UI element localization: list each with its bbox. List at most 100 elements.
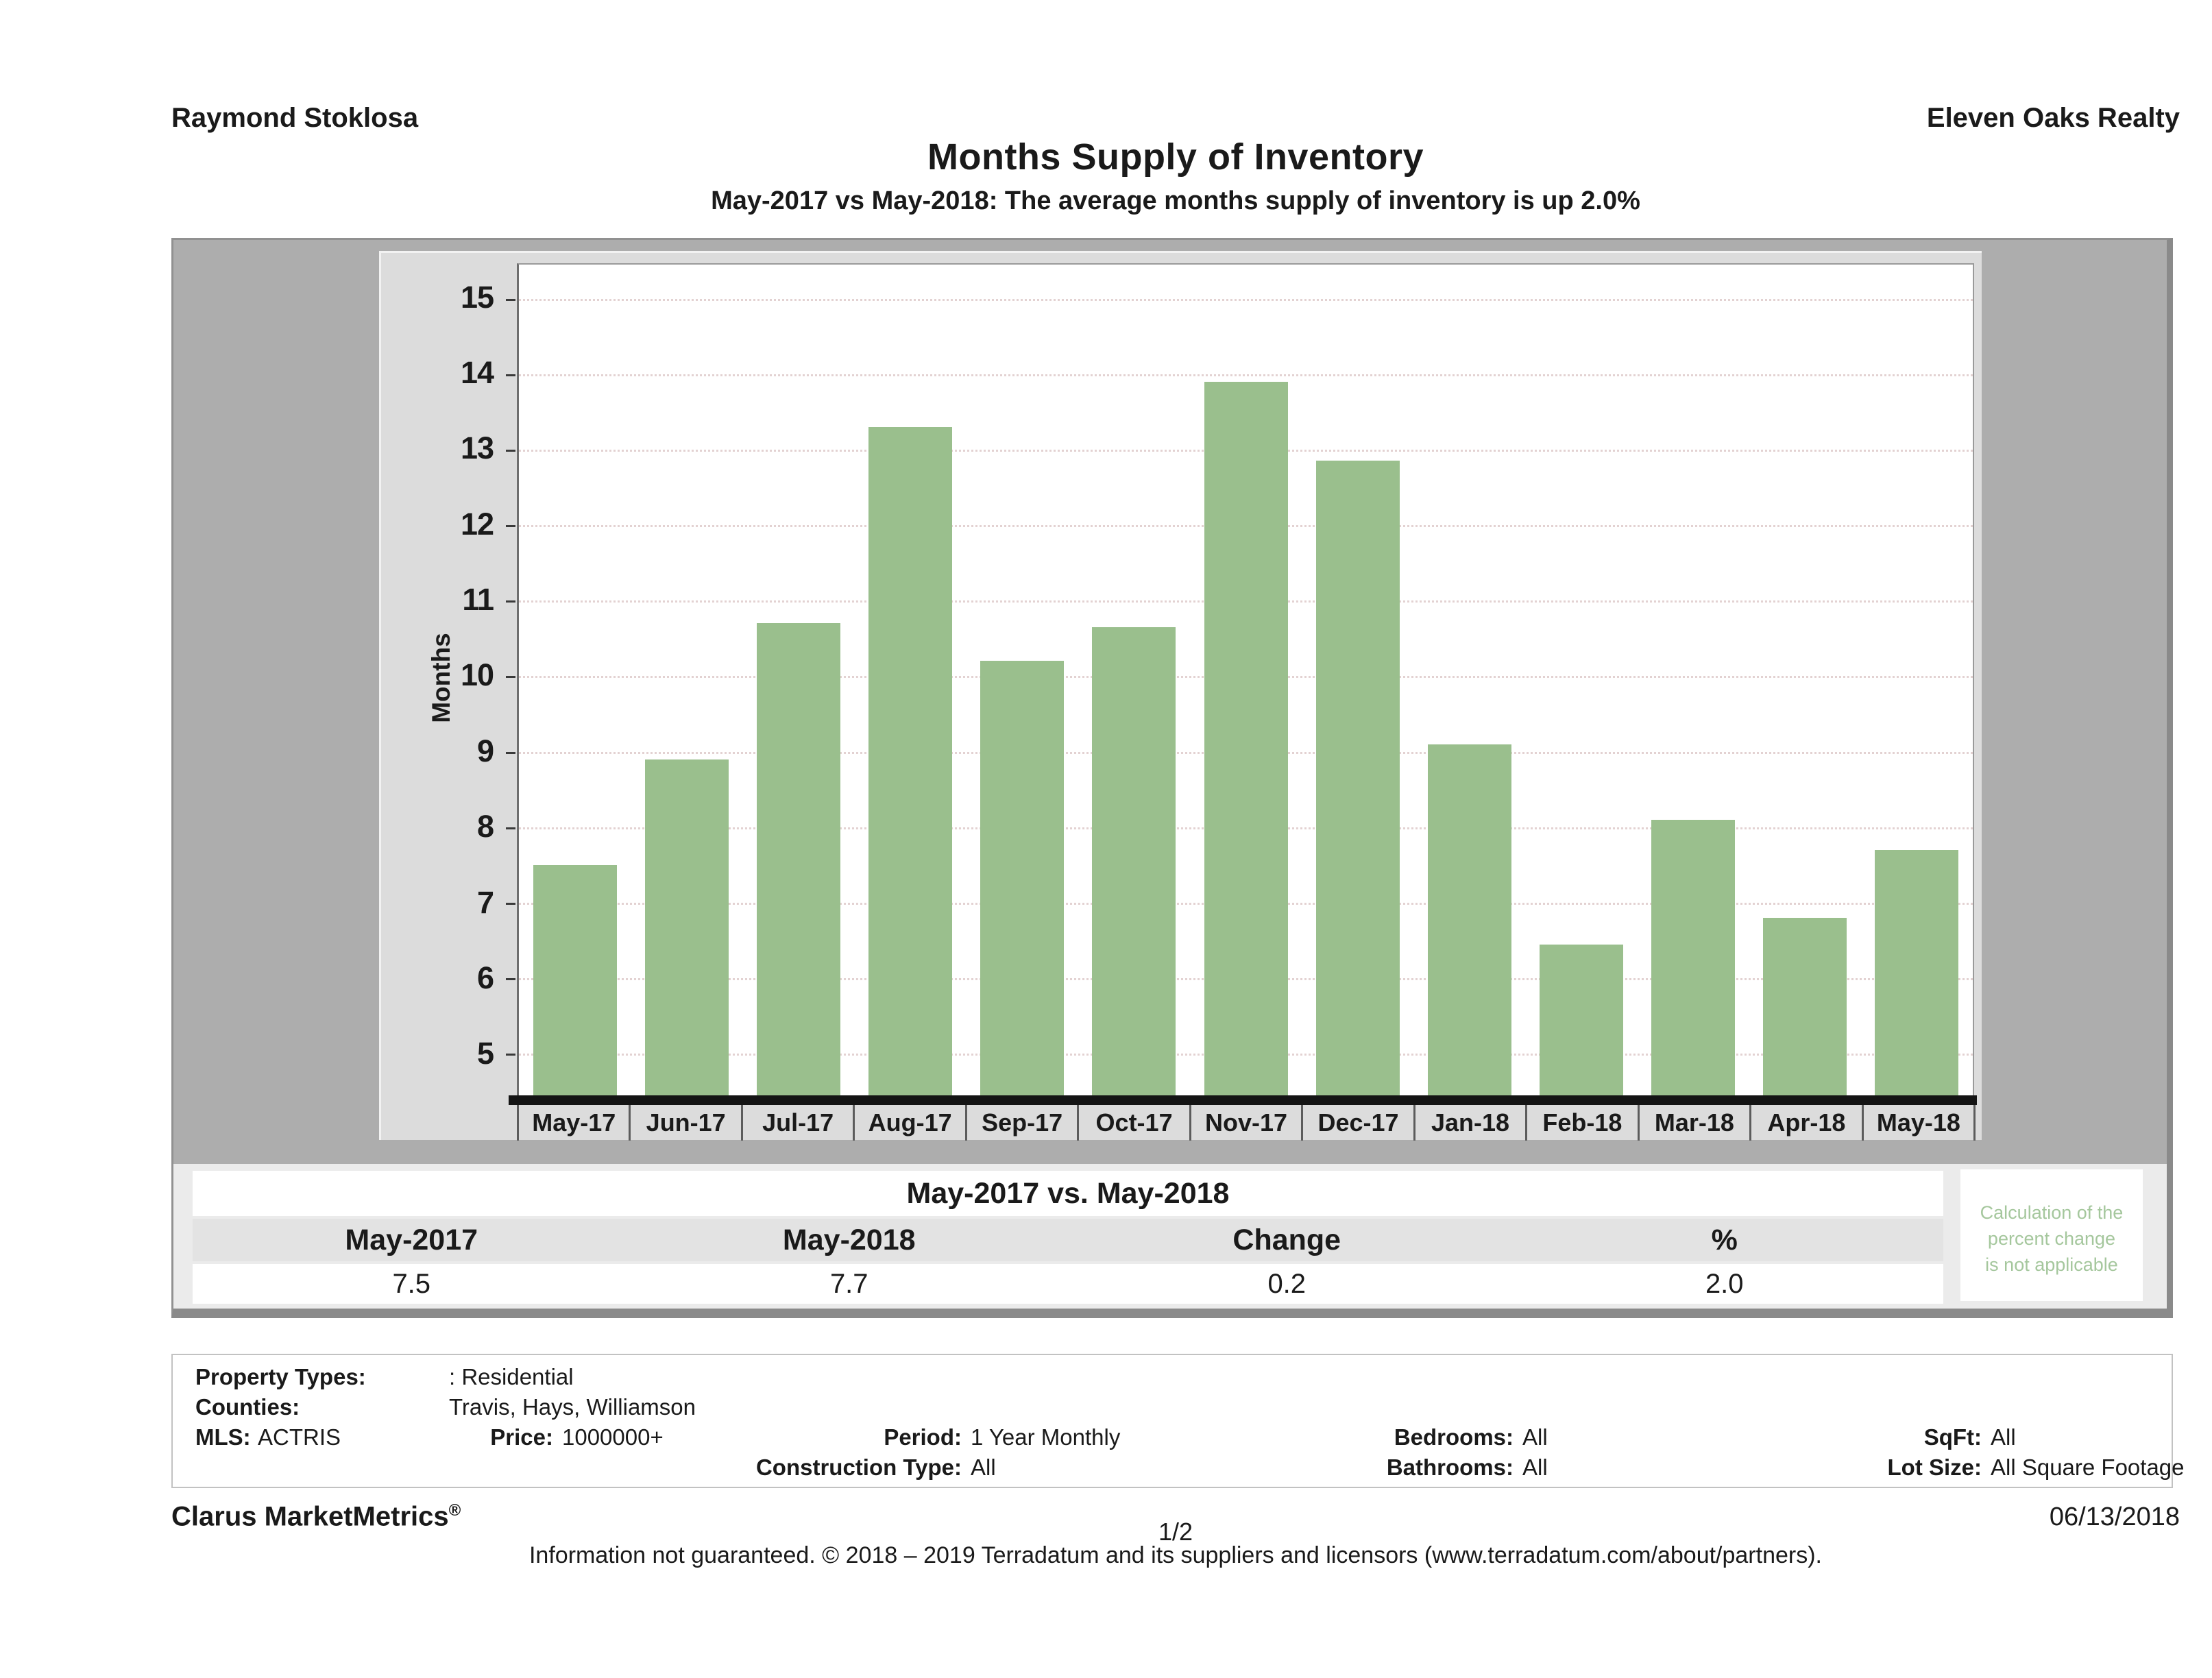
counties-value: Travis, Hays, Williamson [449, 1394, 696, 1420]
bar-Jan-18 [1427, 744, 1511, 1095]
x-axis-label-Sep-17: Sep-17 [964, 1105, 1077, 1141]
bar-Apr-18 [1763, 918, 1847, 1095]
gridline-14 [506, 374, 1973, 376]
bar-slot-May-17 [519, 265, 631, 1095]
x-axis-label-Jan-18: Jan-18 [1413, 1105, 1525, 1141]
mls-value: ACTRIS [258, 1424, 341, 1450]
table-header-May-2018: May-2018 [782, 1223, 916, 1256]
bar-slot-Oct-17 [1078, 265, 1190, 1095]
y-tick-label-13: 13 [460, 430, 494, 466]
period-value: 1 Year Monthly [971, 1424, 1121, 1450]
comparison-table-values: 7.5 7.7 0.2 2.0 [193, 1264, 1943, 1304]
report-date: 06/13/2018 [2049, 1503, 2180, 1531]
bar-slot-Aug-17 [854, 265, 966, 1095]
x-axis-label-Apr-18: Apr-18 [1749, 1105, 1861, 1141]
x-axis-labels: May-17 Jun-17 Jul-17 Aug-17 Sep-17 Oct-17 Nov-… [517, 1105, 1976, 1141]
x-axis-label-Aug-17: Aug-17 [853, 1105, 964, 1141]
bar-slot-Sep-17 [967, 265, 1078, 1095]
bar-May-18 [1875, 849, 1959, 1095]
mls-label: MLS: [195, 1424, 251, 1450]
bar-Mar-18 [1651, 819, 1736, 1095]
y-tick-label-14: 14 [460, 355, 494, 391]
bedrooms-value: All [1522, 1424, 1548, 1450]
construction-type-label: Construction Type: [755, 1455, 962, 1480]
table-value-Change: 0.2 [1267, 1268, 1306, 1299]
bar-slot-Jul-17 [742, 265, 854, 1095]
comparison-strip: May-2017 vs. May-2018 May-2017 May-2018 Ch… [173, 1164, 2167, 1309]
table-header-May-2017: May-2017 [345, 1223, 478, 1256]
bar-slot-Feb-18 [1525, 265, 1637, 1095]
bar-slot-Mar-18 [1638, 265, 1749, 1095]
bar-Dec-17 [1315, 461, 1400, 1095]
y-tick-label-9: 9 [476, 733, 494, 768]
table-value-%: 2.0 [1705, 1268, 1744, 1299]
page-number: 1/2 [1158, 1518, 1193, 1546]
y-tick-label-6: 6 [476, 960, 494, 995]
price-label: Price: [490, 1424, 553, 1450]
plot-area [506, 263, 1974, 1095]
table-header-Change: Change [1232, 1223, 1341, 1256]
lot-size-label: Lot Size: [1887, 1455, 1982, 1480]
note-line: Calculation of the [1980, 1202, 2124, 1223]
bar-slot-Dec-17 [1302, 265, 1413, 1095]
period-label: Period: [884, 1424, 962, 1450]
chart-container: Months 15 14 13 12 11 10 9 8 7 6 5 May-17 Jun-17 Jul… [171, 238, 2173, 1318]
price-value: 1000000+ [562, 1424, 664, 1450]
bar-series [519, 265, 1973, 1095]
sqft-field: SqFt: All [1924, 1422, 2016, 1452]
bar-slot-May-18 [1861, 265, 1973, 1095]
table-value-May-2017: 7.5 [392, 1268, 431, 1299]
x-axis-label-Jul-17: Jul-17 [740, 1105, 853, 1141]
comparison-table-title: May-2017 vs. May-2018 [193, 1171, 1943, 1216]
bar-slot-Jan-18 [1413, 265, 1525, 1095]
x-axis-label-Feb-18: Feb-18 [1525, 1105, 1637, 1141]
x-axis-line [509, 1095, 1977, 1105]
bathrooms-value: All [1522, 1455, 1548, 1480]
bar-Oct-17 [1092, 627, 1176, 1095]
criteria-box: Property Types: : Residential Counties: … [171, 1354, 2185, 1488]
comparison-table-headers: May-2017 May-2018 Change% [193, 1219, 1943, 1261]
price-field: Price: 1000000+ [490, 1422, 664, 1452]
bar-slot-Apr-18 [1749, 265, 1861, 1095]
bar-slot-Jun-17 [631, 265, 742, 1095]
criteria-row-3: MLS: ACTRIS Price: 1000000+ Period: 1 Ye… [173, 1422, 2172, 1452]
page-subtitle: May-2017 vs May-2018: The average months… [711, 186, 1640, 215]
percent-change-note: Calculation of the percent change is not a… [1960, 1169, 2143, 1301]
bar-Jun-17 [644, 759, 729, 1095]
bedrooms-field: Bedrooms: All [1394, 1422, 1548, 1452]
y-tick-label-12: 12 [460, 506, 494, 542]
construction-type-field: Construction Type: All [756, 1452, 996, 1483]
criteria-row-1: Property Types: : Residential [173, 1362, 2172, 1392]
x-axis-label-Mar-18: Mar-18 [1637, 1105, 1749, 1141]
subtitle-wrap: May-2017 vs May-2018: The average months… [171, 186, 2180, 216]
x-axis-label-Dec-17: Dec-17 [1301, 1105, 1413, 1141]
criteria-row-4: Construction Type: All Bathrooms: All Lo… [173, 1452, 2185, 1483]
x-axis-label-Jun-17: Jun-17 [629, 1105, 740, 1141]
table-value-May-2018: 7.7 [829, 1268, 868, 1299]
x-axis-label-May-17: May-17 [517, 1105, 629, 1141]
x-axis-label-Nov-17: Nov-17 [1189, 1105, 1301, 1141]
sqft-value: All [1991, 1424, 2016, 1450]
criteria-row-2: Counties: Travis, Hays, Williamson [173, 1392, 2172, 1422]
bar-Sep-17 [980, 661, 1065, 1095]
y-tick-label-7: 7 [476, 884, 494, 920]
y-tick-label-10: 10 [460, 657, 494, 693]
construction-type-value: All [971, 1455, 996, 1480]
brand-text: Clarus MarketMetrics [171, 1501, 449, 1532]
lot-size-field: Lot Size: All Square Footage [1888, 1452, 2185, 1483]
bedrooms-label: Bedrooms: [1394, 1424, 1514, 1450]
note-line: is not applicable [1985, 1254, 2118, 1275]
y-tick-label-11: 11 [462, 582, 494, 618]
counties-label: Counties: [195, 1394, 300, 1420]
y-tick-label-15: 15 [460, 279, 494, 315]
bar-Aug-17 [868, 426, 953, 1095]
bar-Jul-17 [756, 623, 840, 1095]
bar-slot-Nov-17 [1190, 265, 1302, 1095]
x-axis-label-May-18: May-18 [1861, 1105, 1976, 1141]
note-line: percent change [1987, 1228, 2116, 1249]
bathrooms-field: Bathrooms: All [1387, 1452, 1548, 1483]
gridline-15 [506, 298, 1973, 301]
registered-mark: ® [448, 1501, 461, 1520]
page-title: Months Supply of Inventory [927, 136, 1424, 178]
